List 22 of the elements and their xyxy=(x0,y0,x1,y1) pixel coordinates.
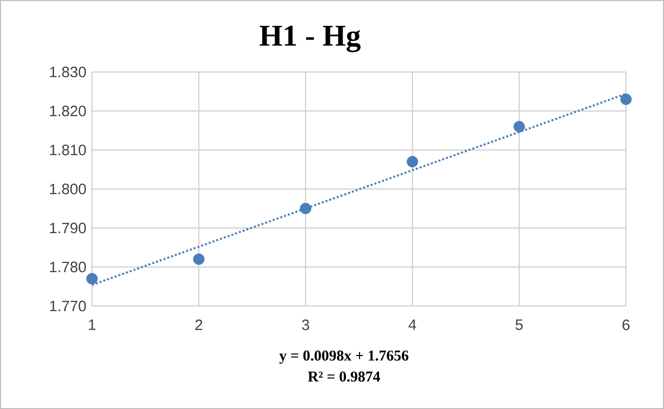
x-tick-label: 3 xyxy=(302,320,310,330)
y-tick-label: 1.790 xyxy=(50,222,86,234)
point xyxy=(300,202,312,214)
x-tick-label: 4 xyxy=(408,320,416,330)
x-tick-label: 2 xyxy=(195,320,202,330)
x-tick-label: 6 xyxy=(622,320,630,330)
point xyxy=(620,94,632,105)
text: R² = 0.9874 xyxy=(308,372,380,382)
chart-title: H1 - Hg xyxy=(260,26,361,52)
y-tick-label: 1.810 xyxy=(50,144,86,156)
y-tick-label: 1.780 xyxy=(50,262,86,272)
x-tick-label: 5 xyxy=(516,320,523,330)
x-tick-label: 1 xyxy=(88,320,96,330)
y-tick-label: 1.830 xyxy=(50,66,86,78)
text: y = 0.0098x + 1.7656 xyxy=(279,350,408,364)
y-tick-label: 1.800 xyxy=(50,184,86,194)
point xyxy=(514,120,525,132)
point xyxy=(193,253,205,265)
y-tick-label: 1.770 xyxy=(50,300,86,312)
point xyxy=(406,156,418,168)
point xyxy=(86,272,98,284)
y-tick-label: 1.820 xyxy=(50,106,86,116)
